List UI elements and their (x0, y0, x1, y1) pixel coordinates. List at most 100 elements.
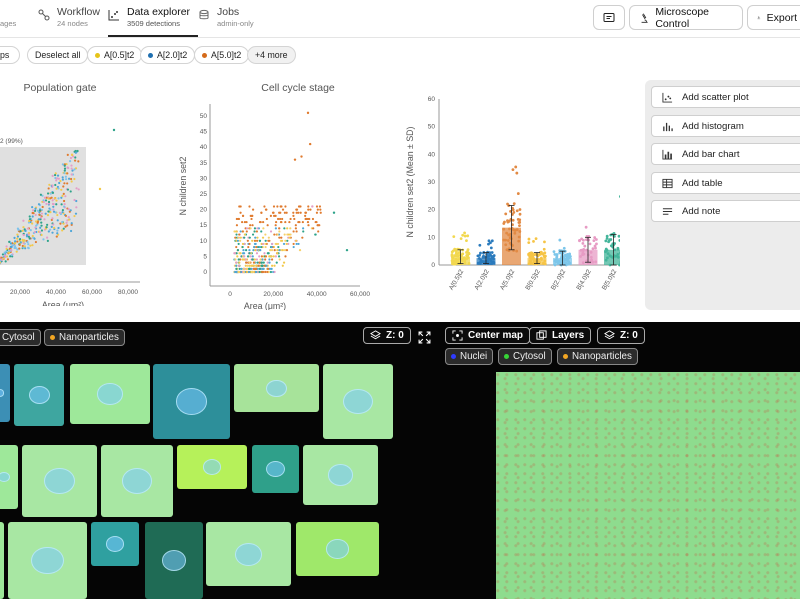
channel-chip-cytosol[interactable]: Cytosol (0, 329, 41, 346)
scatter-point (251, 214, 254, 217)
cell-thumbnail[interactable] (323, 364, 393, 439)
scatter-point (242, 249, 245, 252)
cell-thumbnail[interactable] (91, 522, 139, 566)
add-table-button[interactable]: Add table (651, 172, 800, 194)
scatter-point (253, 227, 257, 230)
cell-thumbnail[interactable] (0, 522, 4, 599)
scatter-point (273, 249, 276, 252)
scatter-point (284, 239, 287, 242)
scatter-point (255, 264, 258, 267)
cell-thumbnail[interactable] (8, 522, 87, 599)
add-bar-chart-button[interactable]: Add bar chart (651, 143, 800, 165)
population-gate-chart[interactable]: 2 (99%) 20,000 40,000 60,000 80,000 Area (μm²… (0, 96, 160, 306)
tab-data-explorer-title: Data explorer (127, 6, 191, 18)
cell-thumbnail[interactable] (234, 364, 319, 412)
microscope-control-button[interactable]: Microscope Control (629, 5, 743, 30)
scatter-point (237, 236, 240, 239)
center-map-button[interactable]: Center map (445, 327, 531, 344)
scatter-point (8, 240, 11, 243)
cell-thumbnail[interactable] (0, 364, 10, 422)
scatter-point (258, 255, 261, 258)
groups-button[interactable]: ps (0, 46, 20, 64)
filter-chip-a20[interactable]: A[2.0]t2 (140, 46, 196, 64)
filter-chip-a50[interactable]: A[5.0]t2 (194, 46, 250, 64)
tab-workflow[interactable]: Workflow 24 nodes (38, 6, 128, 37)
deselect-all-label: Deselect all (35, 50, 81, 60)
filter-chip-a05[interactable]: A[0.5]t2 (87, 46, 143, 64)
cell-thumbnail[interactable] (252, 445, 299, 493)
deselect-all-button[interactable]: Deselect all (27, 46, 89, 64)
map-channel-nuclei[interactable]: Nuclei (445, 348, 494, 365)
scatter-point (62, 222, 65, 225)
scatter-point (258, 270, 261, 274)
scatter-point (285, 211, 288, 214)
data-point (512, 228, 515, 232)
cell-thumbnail[interactable] (145, 522, 203, 599)
cell-thumbnail[interactable] (296, 522, 379, 576)
more-filters-label: +4 more (255, 50, 288, 60)
map-channel-cytosol[interactable]: Cytosol (498, 348, 552, 365)
layers-button[interactable]: Layers (529, 327, 592, 344)
tab-images[interactable]: ages (0, 6, 20, 37)
scatter-point (16, 235, 20, 238)
scatter-point (34, 240, 38, 244)
channel-chip-label: Cytosol (2, 332, 35, 343)
scatter-point (60, 196, 63, 199)
z-level-button[interactable]: Z: 0 (363, 327, 411, 344)
scatter-point (37, 218, 40, 221)
scatter-point (249, 224, 252, 227)
cell-thumbnail[interactable] (14, 364, 64, 426)
scatter-point (241, 245, 244, 249)
cell-thumbnail[interactable] (22, 445, 97, 517)
data-point (553, 252, 557, 256)
scatter-point (279, 205, 282, 208)
data-point (604, 239, 608, 243)
expand-icon[interactable] (418, 331, 431, 344)
outlier-point (293, 158, 297, 161)
nucleus-shape (202, 459, 222, 475)
data-point (490, 239, 494, 243)
cell-thumbnail[interactable] (0, 445, 18, 509)
add-note-button[interactable]: Add note (651, 200, 800, 222)
scatter-point (260, 230, 263, 233)
scatter-point (13, 246, 16, 250)
cell-thumbnail[interactable] (177, 445, 247, 489)
scatter-point (256, 267, 259, 270)
more-filters-button[interactable]: +4 more (247, 46, 296, 64)
cell-thumbnail[interactable] (70, 364, 150, 424)
cell-thumbnail[interactable] (101, 445, 173, 517)
scatter-point (29, 228, 32, 232)
add-scatter-plot-button[interactable]: Add scatter plot (651, 86, 800, 108)
scatter-point (292, 230, 295, 233)
scatter-point (284, 255, 287, 258)
data-point (594, 238, 598, 241)
channel-chip-nanoparticles[interactable]: Nanoparticles (44, 329, 125, 346)
tab-jobs[interactable]: Jobs admin-only (198, 6, 278, 37)
cell-thumbnail[interactable] (153, 364, 230, 439)
scatter-point (239, 258, 242, 261)
scatter-point (24, 247, 27, 250)
scatter-point (64, 214, 68, 217)
y-tick-label: 30 (428, 179, 436, 186)
scatter-point (270, 245, 273, 249)
map-z-level-button[interactable]: Z: 0 (597, 327, 645, 344)
scatter-point (43, 196, 47, 199)
add-histogram-button[interactable]: Add histogram (651, 115, 800, 137)
cell-thumbnail[interactable] (206, 522, 291, 586)
cell-thumbnail[interactable] (303, 445, 378, 505)
chart1-title: Population gate (23, 82, 97, 94)
cell-cycle-chart[interactable]: 0 5 10 15 20 25 30 35 40 45 50 0 20,000 40,000 60,000 A… (172, 96, 382, 310)
scatter-point (311, 217, 315, 221)
scatter-point (266, 267, 270, 270)
tissue-map[interactable] (496, 372, 800, 599)
map-channel-nanoparticles[interactable]: Nanoparticles (557, 348, 638, 365)
scatter-point (248, 261, 251, 264)
scatter-point (239, 211, 242, 214)
export-button[interactable]: Export (747, 5, 800, 30)
bar-chart[interactable]: 0 10 20 30 40 50 60 N children set2 (Mean ± SD)… (402, 90, 620, 315)
notes-button[interactable] (593, 5, 625, 30)
tab-data-explorer[interactable]: Data explorer 3509 detections (108, 6, 198, 37)
scatter-point (302, 227, 305, 230)
scatter-point (263, 252, 266, 255)
x-tick-label: 20,000 (263, 291, 283, 298)
